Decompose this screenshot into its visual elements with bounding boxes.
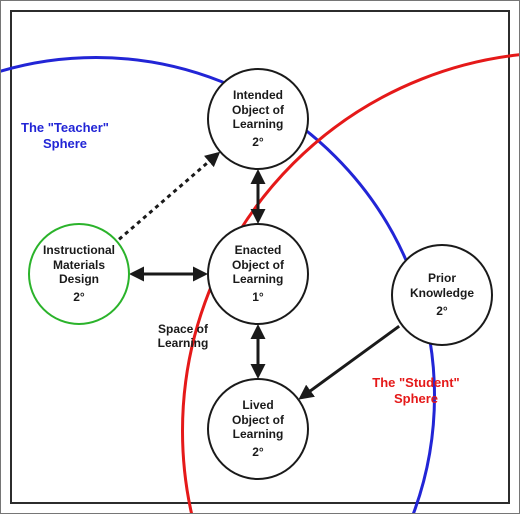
space-label-line2: Learning — [158, 336, 209, 350]
node-line: Prior — [428, 271, 456, 285]
node-line: Object of — [232, 413, 284, 427]
node-degree: 1° — [252, 290, 263, 304]
node-instructional-materials: Instructional Materials Design 2° — [28, 223, 130, 325]
node-degree: 2° — [252, 135, 263, 149]
node-line: Object of — [232, 258, 284, 272]
node-line: Design — [59, 272, 99, 286]
node-enacted-object: Enacted Object of Learning 1° — [207, 223, 309, 325]
space-of-learning-label: Space of Learning — [143, 322, 223, 351]
student-sphere-label: The "Student" Sphere — [361, 375, 471, 406]
node-line: Materials — [53, 258, 105, 272]
teacher-sphere-label-line2: Sphere — [43, 136, 87, 151]
node-line: Instructional — [43, 243, 115, 257]
teacher-sphere-label-line1: The "Teacher" — [21, 120, 109, 135]
node-line: Lived — [242, 398, 273, 412]
node-prior-knowledge: Prior Knowledge 2° — [391, 244, 493, 346]
node-line: Learning — [233, 427, 284, 441]
node-line: Intended — [233, 88, 283, 102]
student-sphere-label-line1: The "Student" — [372, 375, 459, 390]
student-sphere-label-line2: Sphere — [394, 391, 438, 406]
node-intended-object: Intended Object of Learning 2° — [207, 68, 309, 170]
node-degree: 2° — [73, 290, 84, 304]
diagram-canvas: The "Teacher" Sphere The "Student" Spher… — [0, 0, 520, 514]
teacher-sphere-label: The "Teacher" Sphere — [10, 120, 120, 151]
node-lived-object: Lived Object of Learning 2° — [207, 378, 309, 480]
node-line: Learning — [233, 272, 284, 286]
node-degree: 2° — [252, 445, 263, 459]
space-label-line1: Space of — [158, 322, 208, 336]
node-line: Object of — [232, 103, 284, 117]
node-line: Knowledge — [410, 286, 474, 300]
node-line: Enacted — [235, 243, 282, 257]
node-line: Learning — [233, 117, 284, 131]
node-degree: 2° — [436, 304, 447, 318]
